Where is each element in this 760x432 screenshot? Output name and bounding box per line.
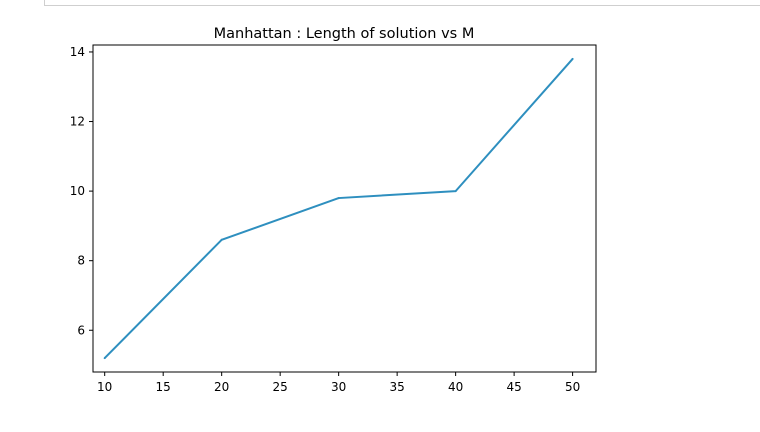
y-tick-label: 14 <box>70 45 85 59</box>
series-line <box>103 58 574 359</box>
series-layer <box>103 57 574 360</box>
x-tick-label: 25 <box>273 380 288 394</box>
data-point <box>103 357 106 360</box>
data-point <box>454 190 457 193</box>
x-tick-label: 15 <box>156 380 171 394</box>
x-tick-label: 45 <box>506 380 521 394</box>
previous-cell-border <box>44 0 760 6</box>
x-tick-label: 35 <box>389 380 404 394</box>
x-tick-label: 10 <box>97 380 112 394</box>
y-tick-label: 12 <box>70 115 85 129</box>
x-axis: 10 15 20 25 30 35 40 45 50 <box>97 372 580 394</box>
y-tick-label: 8 <box>77 254 85 268</box>
data-point <box>571 57 574 60</box>
plot-area-frame <box>92 44 597 373</box>
x-tick-label: 40 <box>448 380 463 394</box>
data-point <box>220 238 223 241</box>
data-point <box>337 197 340 200</box>
y-axis: 6 8 10 12 14 <box>70 45 93 337</box>
chart-title: Manhattan : Length of solution vs M <box>214 26 475 42</box>
x-tick-label: 50 <box>565 380 580 394</box>
x-tick-label: 30 <box>331 380 346 394</box>
y-tick-label: 6 <box>77 323 85 337</box>
y-tick-label: 10 <box>70 184 85 198</box>
x-tick-label: 20 <box>214 380 229 394</box>
